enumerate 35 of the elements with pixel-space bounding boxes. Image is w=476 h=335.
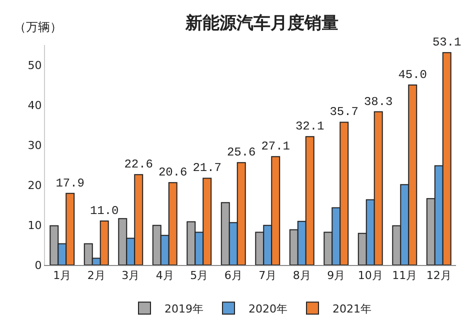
x-tick-label: 2月 xyxy=(87,269,106,282)
x-tick-label: 12月 xyxy=(426,269,452,282)
data-label: 20.6 xyxy=(158,166,188,180)
x-tick-label: 4月 xyxy=(156,269,174,282)
data-label: 21.7 xyxy=(192,161,222,176)
data-label: 25.6 xyxy=(226,146,256,160)
x-tick-label: 3月 xyxy=(122,269,140,282)
chart-title: 新能源汽车月度销量 xyxy=(184,14,338,34)
legend-label: 2020年 xyxy=(248,302,288,316)
data-label: 53.1 xyxy=(432,36,462,50)
x-tick-label: 9月 xyxy=(327,269,346,282)
x-tick-label: 5月 xyxy=(190,269,208,282)
data-label: 45.0 xyxy=(398,68,428,82)
x-tick-label: 11月 xyxy=(392,269,418,282)
legend-label: 2021年 xyxy=(332,302,372,316)
data-label: 35.7 xyxy=(330,105,359,120)
data-label: 11.0 xyxy=(90,204,119,218)
x-tick-label: 8月 xyxy=(292,269,311,282)
data-label: 27.1 xyxy=(261,140,290,154)
y-axis-title: （万辆） xyxy=(14,20,62,34)
y-tick-label: 40 xyxy=(28,98,42,112)
legend-label: 2019年 xyxy=(164,302,204,316)
y-tick-label: 0 xyxy=(34,258,42,272)
x-tick-label: 6月 xyxy=(224,269,242,282)
y-tick-label: 10 xyxy=(28,218,42,232)
data-label: 32.1 xyxy=(295,120,324,134)
data-label: 17.9 xyxy=(56,176,85,190)
data-label: 38.3 xyxy=(364,94,393,109)
x-tick-label: 10月 xyxy=(358,269,383,282)
y-tick-label: 30 xyxy=(28,138,42,152)
x-tick-label: 7月 xyxy=(258,269,277,282)
x-tick-label: 1月 xyxy=(53,269,72,282)
data-label: 22.6 xyxy=(124,158,154,172)
y-tick-label: 50 xyxy=(28,58,42,72)
y-tick-label: 20 xyxy=(28,178,42,192)
